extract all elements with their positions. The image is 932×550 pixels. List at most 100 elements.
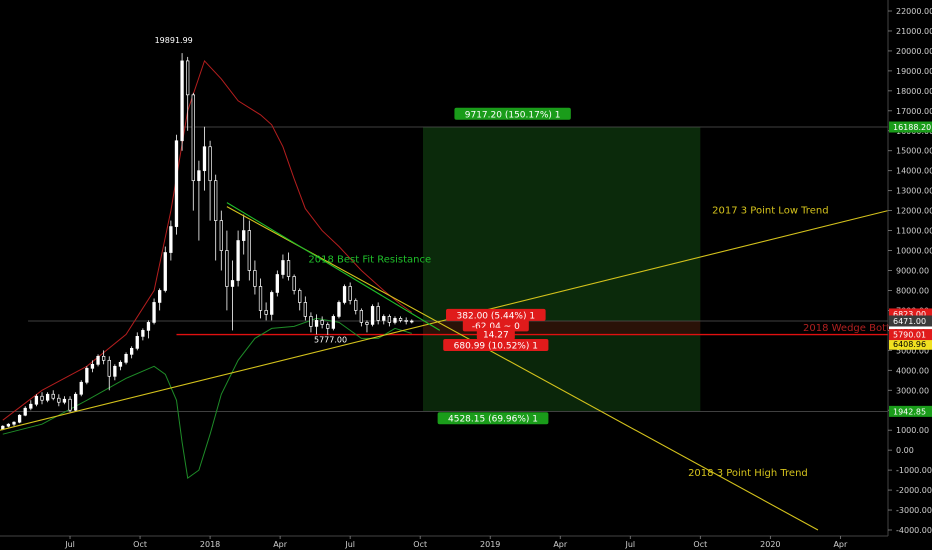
candle[interactable] [236, 230, 240, 287]
candle[interactable] [208, 140, 212, 221]
candle[interactable] [286, 252, 291, 281]
callout-3[interactable]: 14.27 [476, 327, 515, 341]
candle[interactable] [292, 274, 296, 295]
candle[interactable] [410, 319, 414, 324]
candle[interactable] [118, 360, 123, 371]
candle[interactable] [45, 392, 50, 403]
candle[interactable] [270, 290, 274, 321]
candle[interactable] [258, 278, 263, 319]
callout-1[interactable]: 382.00 (5.44%) 1 [446, 308, 546, 322]
candle[interactable] [68, 396, 72, 413]
candle[interactable] [113, 364, 117, 381]
candle[interactable] [393, 316, 397, 325]
candle-body [236, 240, 240, 281]
candle[interactable] [337, 300, 341, 319]
candle[interactable] [29, 400, 33, 411]
candle[interactable] [130, 346, 134, 359]
candle[interactable] [309, 312, 313, 333]
candle[interactable] [124, 352, 128, 365]
candle[interactable] [376, 302, 380, 325]
price-axis[interactable]: 22000.00 21000.00 20000.00 19000.00 18000.00… [887, 0, 932, 536]
price-tick-label: 12000.00 [896, 207, 932, 216]
candle[interactable] [17, 414, 22, 424]
candle[interactable] [158, 288, 162, 311]
candle[interactable] [146, 320, 151, 339]
candle[interactable] [281, 254, 285, 279]
time-axis[interactable]: Jul Oct 2018 Apr Jul Oct 2019 Apr Jul Oct 2020 Apr [0, 535, 888, 549]
candle[interactable] [354, 298, 358, 315]
candle[interactable] [342, 284, 347, 305]
candle[interactable] [79, 380, 83, 397]
candle[interactable] [107, 356, 111, 391]
candle[interactable] [169, 220, 173, 261]
plot-area[interactable]: 19891.99 5777.00 2018 Best Fit Resistance 2… [0, 36, 906, 531]
candle[interactable] [298, 288, 302, 311]
candle[interactable] [62, 396, 67, 405]
candle[interactable] [320, 316, 324, 329]
candle[interactable] [275, 270, 279, 297]
price-label-1[interactable]: 6823.00 [889, 308, 932, 320]
callout-5[interactable]: 4528.15 (69.96%) 1 [437, 412, 549, 425]
candle[interactable] [40, 392, 44, 405]
candle[interactable] [191, 92, 195, 211]
candle[interactable] [214, 174, 218, 261]
candle[interactable] [57, 394, 61, 407]
candle[interactable] [303, 296, 307, 321]
candle[interactable] [23, 406, 27, 417]
candle[interactable] [382, 314, 386, 325]
candle[interactable] [331, 314, 336, 331]
candle[interactable] [398, 316, 403, 323]
candle[interactable] [197, 160, 201, 241]
candle[interactable] [101, 350, 106, 365]
candle[interactable] [242, 214, 246, 255]
upper-band-line [2, 59, 413, 421]
candle[interactable] [247, 220, 251, 281]
candle[interactable] [370, 304, 375, 327]
candle[interactable] [348, 282, 352, 305]
trendline-2[interactable] [226, 202, 441, 331]
candle[interactable] [6, 423, 11, 428]
candle[interactable] [387, 314, 392, 327]
price-label-5[interactable]: 5790.01 [889, 329, 932, 341]
candle[interactable] [186, 56, 190, 131]
candle[interactable] [314, 314, 319, 335]
trendline-0[interactable] [0, 210, 889, 431]
candle[interactable] [163, 246, 167, 293]
callout-4[interactable]: 680.99 (10.52%) 1 [443, 338, 549, 352]
candle[interactable] [152, 298, 156, 325]
price-tick-label: 21000.00 [896, 27, 932, 36]
candle[interactable] [12, 421, 16, 427]
candle[interactable] [365, 320, 369, 333]
price-label-0[interactable]: 16188.20 [889, 121, 932, 133]
candle[interactable] [85, 366, 89, 385]
callout-text: 680.99 (10.52%) 1 [454, 341, 538, 351]
candle[interactable] [51, 390, 55, 401]
candle[interactable] [174, 134, 179, 235]
candle[interactable] [202, 126, 207, 191]
candle[interactable] [135, 332, 139, 351]
candle[interactable] [34, 394, 39, 407]
time-tick-label: Apr [553, 540, 568, 549]
candle[interactable] [225, 230, 229, 311]
candle-body [382, 316, 386, 321]
price-label-2[interactable]: 6471.00 [889, 315, 932, 327]
price-label-6[interactable]: 1942.85 [889, 405, 932, 417]
candle[interactable] [73, 392, 78, 412]
price-tick-label: 17000.00 [896, 107, 932, 116]
candle[interactable] [264, 302, 268, 321]
candle[interactable] [180, 53, 184, 151]
candle[interactable] [230, 260, 235, 331]
candle[interactable] [90, 360, 95, 373]
candle[interactable] [141, 328, 145, 341]
candle[interactable] [219, 210, 223, 271]
candle[interactable] [96, 354, 100, 367]
trendline-1[interactable] [226, 206, 819, 531]
candle[interactable] [404, 317, 408, 325]
callout-0[interactable]: 9717.20 (150.17%) 1 [454, 107, 571, 121]
profit-zone[interactable] [422, 127, 701, 321]
candle[interactable] [253, 260, 257, 295]
price-label-4[interactable]: 6408.96 [889, 338, 932, 350]
candle[interactable] [359, 308, 364, 327]
candle[interactable] [326, 322, 330, 335]
